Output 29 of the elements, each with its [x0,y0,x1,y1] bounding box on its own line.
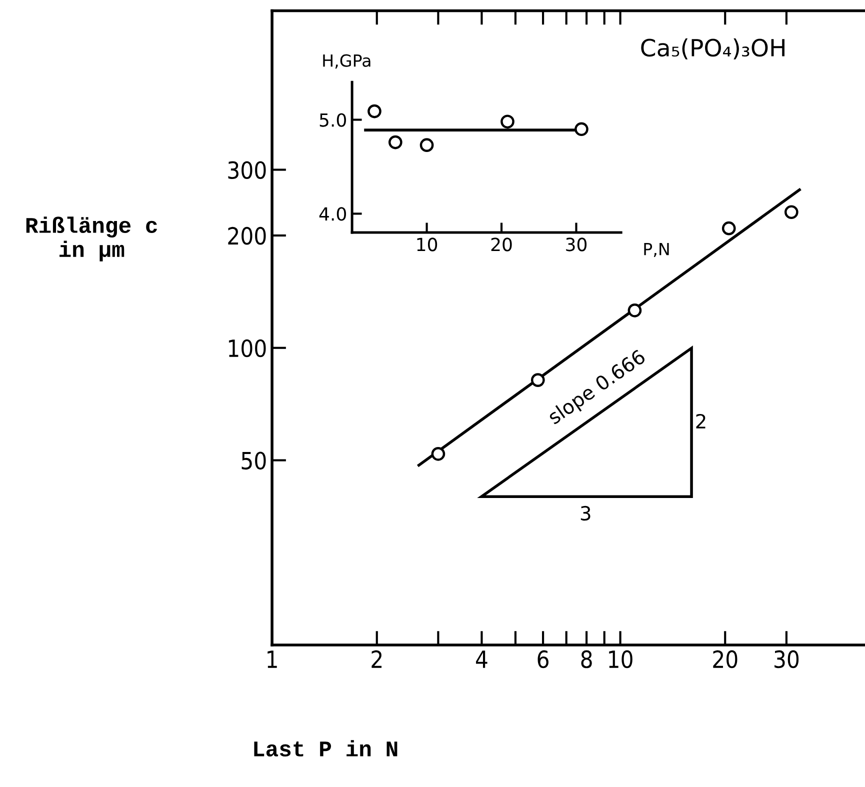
annotation: 3 [580,506,590,521]
x-tick-label: 2 [372,650,382,668]
point [368,104,382,118]
x-tick-label: 30 [774,650,799,668]
annotation: 2 [696,414,706,428]
x-axis-title: P,N [644,242,669,258]
y-tick-label: 100 [228,339,266,358]
point [388,135,402,150]
point [500,114,514,129]
y-tick-label: 50 [242,452,266,470]
y-axis-title: H,GPa [323,54,370,69]
x-tick-label: 20 [491,238,512,252]
x-tick-label: 10 [609,650,632,668]
point [420,138,434,152]
point [574,122,588,136]
x-tick-label: 6 [538,650,548,668]
x-tick-label: 30 [566,238,587,252]
x-tick-label: 4 [476,650,488,668]
x-tick-label: 20 [713,650,738,668]
x-tick-label: 10 [417,238,438,252]
text: Ca₅(PO₄)₃OH [641,38,784,60]
x-tick-label: 8 [581,650,592,668]
y-tick-label: 200 [228,226,266,245]
y-tick-label: 4.0 [319,207,346,221]
x-axis-title: Last P in N [254,740,398,756]
x-tick-label: 1 [268,650,277,668]
y-tick-label: 5.0 [320,113,346,127]
y-tick-label: 300 [228,161,266,180]
y-axis-title: Rißlänge c in μm [26,216,157,262]
